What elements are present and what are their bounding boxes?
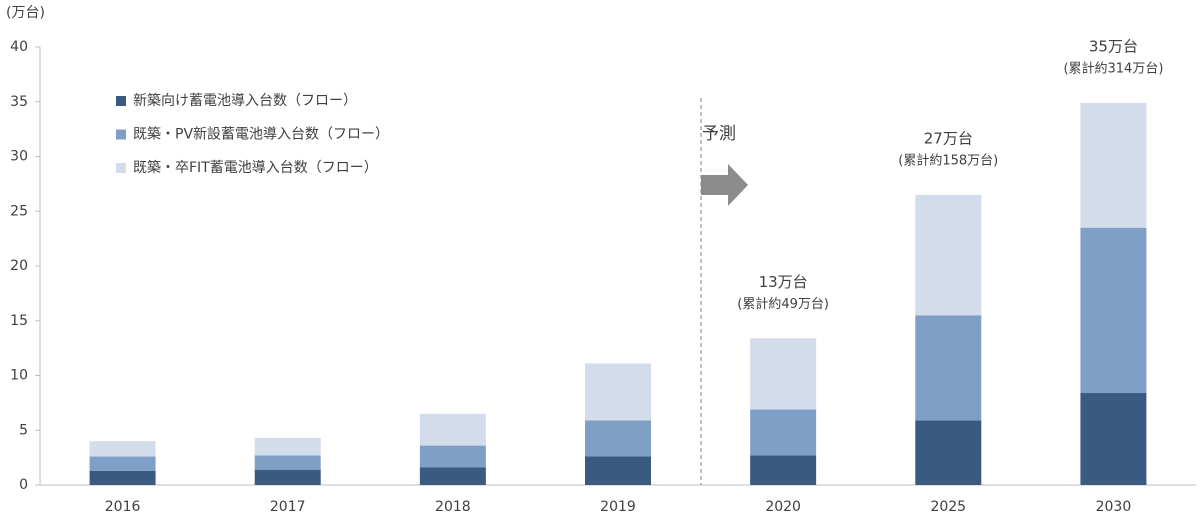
bar-segment [419, 413, 486, 446]
bar-segment [585, 363, 651, 421]
bar-segment [89, 441, 156, 457]
total-label: 27万台 [924, 129, 973, 147]
bar-segment [89, 456, 156, 471]
y-tick-label: 25 [10, 203, 28, 219]
x-tick-label: 2018 [435, 499, 471, 515]
y-tick-label: 15 [10, 313, 28, 329]
cumulative-label: (累計約314万台) [1063, 60, 1163, 76]
bar-segment [254, 469, 321, 485]
cumulative-label: (累計約49万台) [737, 296, 829, 312]
bar-segment [750, 409, 817, 456]
y-tick-label: 40 [10, 39, 28, 55]
y-tick-label: 10 [10, 368, 28, 384]
bar-segment [254, 437, 321, 456]
total-label: 13万台 [759, 273, 808, 291]
x-tick-label: 2025 [930, 499, 966, 515]
bar-segment [254, 455, 321, 470]
bar-segment [419, 445, 486, 468]
bar-segment [89, 470, 156, 485]
legend-swatch [116, 129, 126, 140]
y-tick-label: 5 [19, 422, 28, 438]
legend-swatch [116, 96, 126, 106]
bar-segment [585, 420, 651, 457]
legend-label: 既築・卒FIT蓄電池導入台数（フロー） [133, 160, 378, 176]
x-tick-label: 2030 [1096, 499, 1132, 515]
total-label: 35万台 [1089, 37, 1138, 55]
legend-swatch [116, 163, 126, 173]
y-tick-label: 35 [10, 94, 28, 110]
x-tick-label: 2017 [270, 499, 306, 515]
bar-segment [419, 467, 486, 485]
y-unit-label: (万台) [6, 5, 45, 21]
bar-segment [915, 315, 982, 421]
legend-label: 既築・PV新設蓄電池導入台数（フロー） [133, 127, 389, 143]
bar-segment [1080, 102, 1147, 228]
bar-segment [915, 194, 982, 316]
x-tick-label: 2016 [105, 499, 141, 515]
bar-segment [915, 420, 982, 485]
forecast-arrow [701, 164, 748, 206]
y-tick-label: 20 [10, 258, 28, 274]
bar-segment [750, 455, 817, 485]
bar-segment [585, 456, 651, 485]
y-tick-label: 30 [10, 149, 28, 165]
y-tick-label: 0 [19, 477, 28, 493]
bar-segment [1080, 227, 1147, 394]
legend-label: 新築向け蓄電池導入台数（フロー） [133, 93, 357, 109]
x-tick-label: 2020 [765, 499, 801, 515]
cumulative-label: (累計約158万台) [898, 152, 998, 168]
bar-segment [1080, 393, 1147, 485]
x-tick-label: 2019 [600, 499, 636, 515]
forecast-label: 予測 [702, 124, 736, 144]
bar-segment [750, 338, 817, 410]
